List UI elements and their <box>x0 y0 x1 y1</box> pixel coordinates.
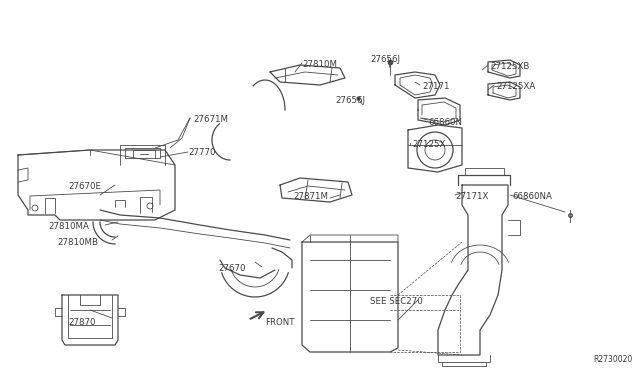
Text: 27656J: 27656J <box>335 96 365 105</box>
Text: 27671M: 27671M <box>193 115 228 124</box>
Text: R2730020: R2730020 <box>593 355 632 364</box>
Text: 27670E: 27670E <box>68 182 101 191</box>
Text: 27171X: 27171X <box>455 192 488 201</box>
Text: 66860NA: 66860NA <box>512 192 552 201</box>
Text: 27810MA: 27810MA <box>48 222 89 231</box>
Text: 27656J: 27656J <box>370 55 400 64</box>
Text: 27670: 27670 <box>218 264 246 273</box>
Text: 27871M: 27871M <box>293 192 328 201</box>
Text: 27125X: 27125X <box>412 140 445 149</box>
Text: 27125XB: 27125XB <box>490 62 529 71</box>
Text: 27125XA: 27125XA <box>496 82 535 91</box>
Text: FRONT: FRONT <box>265 318 294 327</box>
Text: SEE SEC270: SEE SEC270 <box>370 297 423 306</box>
Text: 27810M: 27810M <box>302 60 337 69</box>
Text: 27770: 27770 <box>188 148 216 157</box>
Text: 27810MB: 27810MB <box>57 238 98 247</box>
Text: 27171: 27171 <box>422 82 449 91</box>
Text: 66860N: 66860N <box>428 118 462 127</box>
Text: 27870: 27870 <box>68 318 95 327</box>
